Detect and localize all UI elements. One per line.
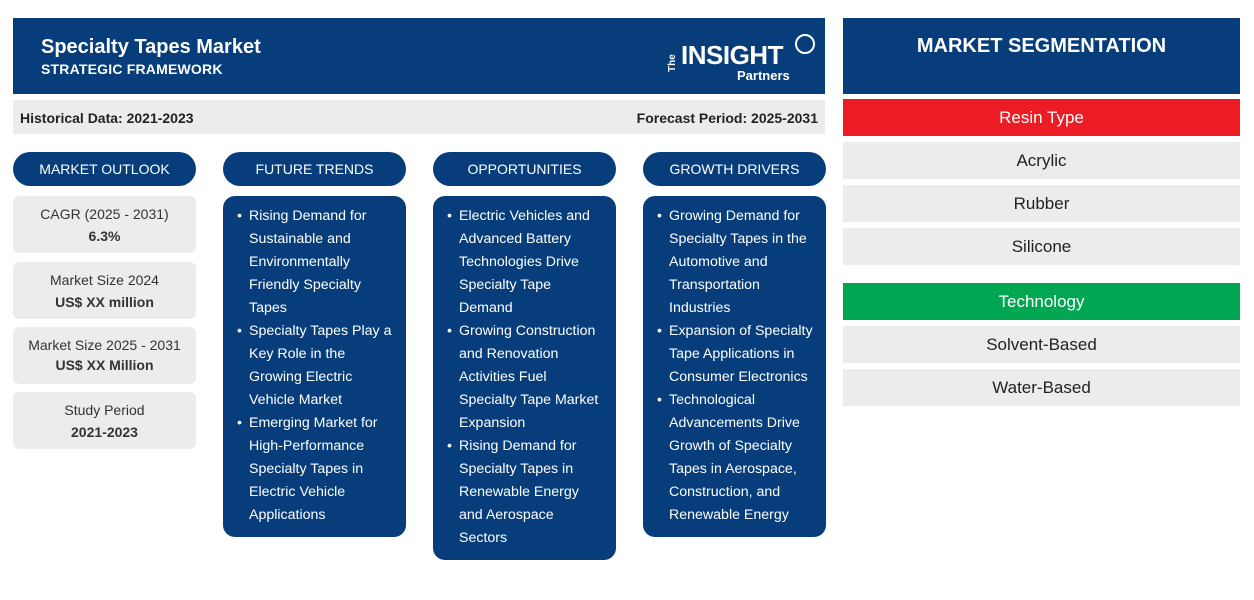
- stat-label: Study Period: [64, 402, 145, 418]
- segment-item: Solvent-Based: [843, 326, 1240, 363]
- segment-item: Water-Based: [843, 369, 1240, 406]
- forecast-period: Forecast Period: 2025-2031: [636, 110, 818, 126]
- list-item: Specialty Tapes Play a Key Role in the G…: [237, 320, 394, 412]
- period-bar: Historical Data: 2021-2023 Forecast Peri…: [13, 100, 825, 134]
- list-item: Rising Demand for Specialty Tapes in Ren…: [447, 435, 604, 550]
- stat-value: US$ XX million: [55, 294, 154, 310]
- stat-cagr: CAGR (2025 - 2031) 6.3%: [13, 196, 196, 253]
- opportunities-card: Electric Vehicles and Advanced Battery T…: [433, 196, 616, 560]
- segment-category-resin-type: Resin Type: [843, 99, 1240, 136]
- stat-market-size-forecast: Market Size 2025 - 2031 US$ XX Million: [13, 327, 196, 384]
- segment-item: Acrylic: [843, 142, 1240, 179]
- stat-market-size-2024: Market Size 2024 US$ XX million: [13, 262, 196, 319]
- list-item: Rising Demand for Sustainable and Enviro…: [237, 205, 394, 320]
- insight-partners-logo: The INSIGHT Partners: [667, 32, 817, 84]
- logo-ring-icon: [795, 34, 815, 54]
- future-trends-card: Rising Demand for Sustainable and Enviro…: [223, 196, 406, 537]
- market-outlook-heading: MARKET OUTLOOK: [13, 152, 196, 186]
- logo-insight: INSIGHT: [681, 40, 783, 70]
- stat-label: Market Size 2024: [50, 272, 159, 288]
- logo-partners: Partners: [737, 68, 790, 83]
- stat-study-period: Study Period 2021-2023: [13, 392, 196, 449]
- page-subtitle: STRATEGIC FRAMEWORK: [41, 61, 223, 77]
- opportunities-heading: OPPORTUNITIES: [433, 152, 616, 186]
- growth-drivers-card: Growing Demand for Specialty Tapes in th…: [643, 196, 826, 537]
- list-item: Expansion of Specialty Tape Applications…: [657, 320, 814, 389]
- stat-label: Market Size 2025 - 2031: [28, 337, 181, 353]
- stat-value: 6.3%: [88, 228, 121, 244]
- page-title: Specialty Tapes Market: [41, 36, 261, 58]
- segmentation-heading: MARKET SEGMENTATION: [843, 18, 1240, 94]
- segment-category-technology: Technology: [843, 283, 1240, 320]
- list-item: Growing Demand for Specialty Tapes in th…: [657, 205, 814, 320]
- stat-value: 2021-2023: [71, 424, 138, 440]
- stat-label: CAGR (2025 - 2031): [40, 206, 169, 222]
- list-item: Technological Advancements Drive Growth …: [657, 389, 814, 527]
- historical-period: Historical Data: 2021-2023: [20, 110, 194, 126]
- list-item: Growing Construction and Renovation Acti…: [447, 320, 604, 435]
- growth-drivers-heading: GROWTH DRIVERS: [643, 152, 826, 186]
- list-item: Emerging Market for High-Performance Spe…: [237, 412, 394, 527]
- segment-item: Rubber: [843, 185, 1240, 222]
- stat-value: US$ XX Million: [55, 357, 154, 373]
- logo-the: The: [667, 54, 678, 72]
- future-trends-heading: FUTURE TRENDS: [223, 152, 406, 186]
- header-banner: Specialty Tapes Market STRATEGIC FRAMEWO…: [13, 18, 825, 94]
- segment-item: Silicone: [843, 228, 1240, 265]
- list-item: Electric Vehicles and Advanced Battery T…: [447, 205, 604, 320]
